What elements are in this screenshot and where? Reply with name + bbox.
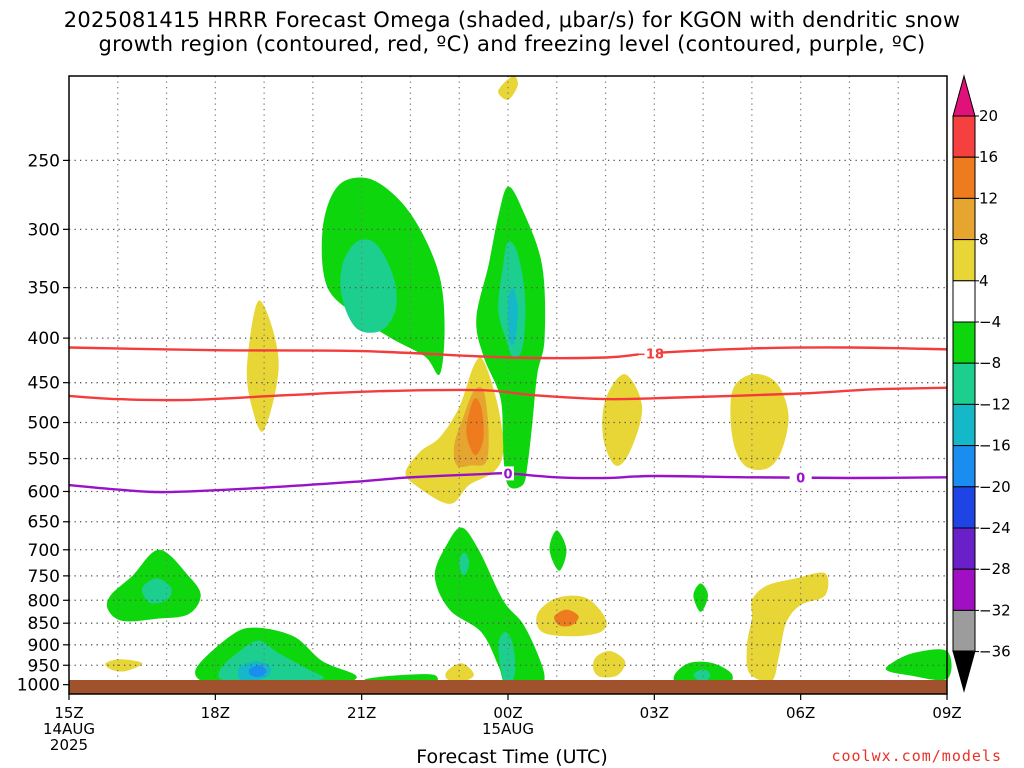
ground-bar bbox=[69, 680, 947, 694]
y-tick-label-500: 500 bbox=[28, 414, 60, 434]
x-tick-label-9-1: 15AUG bbox=[482, 720, 534, 738]
colorbar-label-12: −32 bbox=[979, 601, 1011, 619]
colorbar-segment-4 bbox=[952, 239, 976, 282]
contour-label-bg-dgz_top bbox=[638, 346, 661, 361]
colorbar: 20 16 12 8 4 −4 −8 −12 −16 −20 −24 −28 −32 −36 bbox=[952, 74, 1011, 693]
colorbar-label-5: −4 bbox=[979, 313, 1001, 331]
colorbar-label-13: −36 bbox=[979, 643, 1011, 661]
omega-region-24 bbox=[554, 609, 579, 627]
contour-freezing_level bbox=[68, 472, 948, 494]
colorbar-segment-8 bbox=[952, 403, 976, 447]
colorbar-label-8: −16 bbox=[979, 437, 1011, 455]
colorbar-segment-13 bbox=[952, 609, 976, 653]
x-tick-label-3-0: 18Z bbox=[201, 704, 230, 722]
x-tick-label-18-0: 09Z bbox=[932, 704, 961, 722]
omega-region-25 bbox=[105, 659, 143, 672]
omega-region-19 bbox=[434, 527, 545, 691]
y-tick-label-900: 900 bbox=[28, 636, 60, 656]
extra-contour-label-0: 0 bbox=[503, 467, 512, 482]
colorbar-segment-9 bbox=[952, 445, 976, 488]
colorbar-label-11: −28 bbox=[979, 560, 1011, 578]
contour-dgz_bottom bbox=[68, 386, 948, 402]
y-tick-label-600: 600 bbox=[28, 482, 60, 502]
omega-region-31 bbox=[746, 572, 829, 682]
colorbar-segment-7 bbox=[952, 362, 976, 405]
chart-title: 2025081415 HRRR Forecast Omega (shaded, … bbox=[0, 8, 1024, 56]
colorbar-segment-12 bbox=[952, 568, 976, 611]
colorbar-label-10: −24 bbox=[979, 519, 1011, 537]
contour-label-freezing_level: 0 bbox=[796, 472, 805, 487]
y-tick-label-950: 950 bbox=[28, 656, 60, 676]
y-tick-label-650: 650 bbox=[28, 513, 60, 533]
y-tick-label-250: 250 bbox=[28, 151, 60, 171]
x-tick-label-6-0: 21Z bbox=[347, 704, 376, 722]
omega-region-17 bbox=[248, 665, 267, 678]
omega-region-9 bbox=[602, 374, 643, 466]
colorbar-top-arrow bbox=[952, 74, 976, 117]
colorbar-label-9: −20 bbox=[979, 478, 1011, 496]
omega-region-22 bbox=[549, 530, 567, 571]
contour-label-dgz_top: −18 bbox=[635, 347, 664, 362]
pressure-axis: 2503003504004505005506006507007508008509… bbox=[17, 151, 69, 696]
contour-dgz_top bbox=[68, 346, 948, 360]
omega-region-30 bbox=[693, 669, 711, 683]
colorbar-label-7: −12 bbox=[979, 395, 1011, 413]
colorbar-segment-10 bbox=[952, 486, 976, 529]
omega-region-6 bbox=[405, 357, 504, 504]
x-axis-label: Forecast Time (UTC) bbox=[416, 746, 608, 768]
omega-region-21 bbox=[498, 632, 516, 686]
colorbar-segment-6 bbox=[952, 321, 976, 364]
y-tick-label-400: 400 bbox=[28, 329, 60, 349]
colorbar-segment-11 bbox=[952, 527, 976, 570]
contour-label-bg-freezing_level bbox=[789, 470, 812, 485]
omega-region-1 bbox=[340, 239, 397, 333]
colorbar-label-2: 12 bbox=[979, 189, 998, 207]
x-tick-label-0-2: 2025 bbox=[50, 736, 88, 754]
temperature-contours: −18 0 0 bbox=[68, 346, 948, 494]
x-tick-label-0-1: 14AUG bbox=[43, 720, 95, 738]
y-tick-label-450: 450 bbox=[28, 374, 60, 394]
credit-link[interactable]: coolwx.com/models bbox=[831, 747, 1002, 765]
y-tick-label-700: 700 bbox=[28, 541, 60, 561]
omega-region-26 bbox=[445, 663, 474, 683]
colorbar-label-6: −8 bbox=[979, 354, 1001, 372]
y-tick-label-300: 300 bbox=[28, 220, 60, 240]
colorbar-label-1: 16 bbox=[979, 148, 998, 166]
colorbar-segment-5 bbox=[952, 280, 976, 323]
omega-region-4 bbox=[507, 287, 518, 346]
y-tick-label-550: 550 bbox=[28, 450, 60, 470]
omega-region-32 bbox=[885, 649, 952, 681]
omega-shading bbox=[105, 75, 952, 691]
y-tick-label-1000: 1000 bbox=[17, 676, 60, 696]
title-line-1: 2025081415 HRRR Forecast Omega (shaded, … bbox=[63, 8, 961, 32]
x-tick-label-9-0: 00Z bbox=[493, 704, 522, 722]
colorbar-label-4: 4 bbox=[979, 272, 989, 290]
grid-lines bbox=[69, 76, 947, 694]
omega-region-8 bbox=[466, 398, 484, 456]
colorbar-segment-2 bbox=[952, 156, 976, 199]
y-tick-label-850: 850 bbox=[28, 614, 60, 634]
omega-region-13 bbox=[141, 578, 172, 604]
colorbar-bottom-arrow bbox=[952, 650, 976, 693]
y-tick-label-800: 800 bbox=[28, 591, 60, 611]
title-line-2: growth region (contoured, red, ºC) and f… bbox=[98, 32, 926, 56]
x-tick-label-15-0: 06Z bbox=[786, 704, 815, 722]
x-tick-label-0-0: 15Z bbox=[54, 704, 83, 722]
omega-region-20 bbox=[459, 552, 470, 575]
x-tick-label-12-0: 03Z bbox=[640, 704, 669, 722]
omega-region-27 bbox=[592, 651, 626, 678]
colorbar-label-0: 20 bbox=[979, 107, 998, 125]
y-tick-label-350: 350 bbox=[28, 279, 60, 299]
colorbar-segment-3 bbox=[952, 197, 976, 241]
omega-region-5 bbox=[246, 300, 279, 432]
extra-label-bg-0 bbox=[502, 466, 514, 481]
colorbar-segment-1 bbox=[952, 115, 976, 158]
omega-region-28 bbox=[693, 583, 708, 612]
colorbar-label-3: 8 bbox=[979, 231, 989, 249]
omega-region-10 bbox=[730, 373, 789, 471]
y-tick-label-750: 750 bbox=[28, 567, 60, 587]
